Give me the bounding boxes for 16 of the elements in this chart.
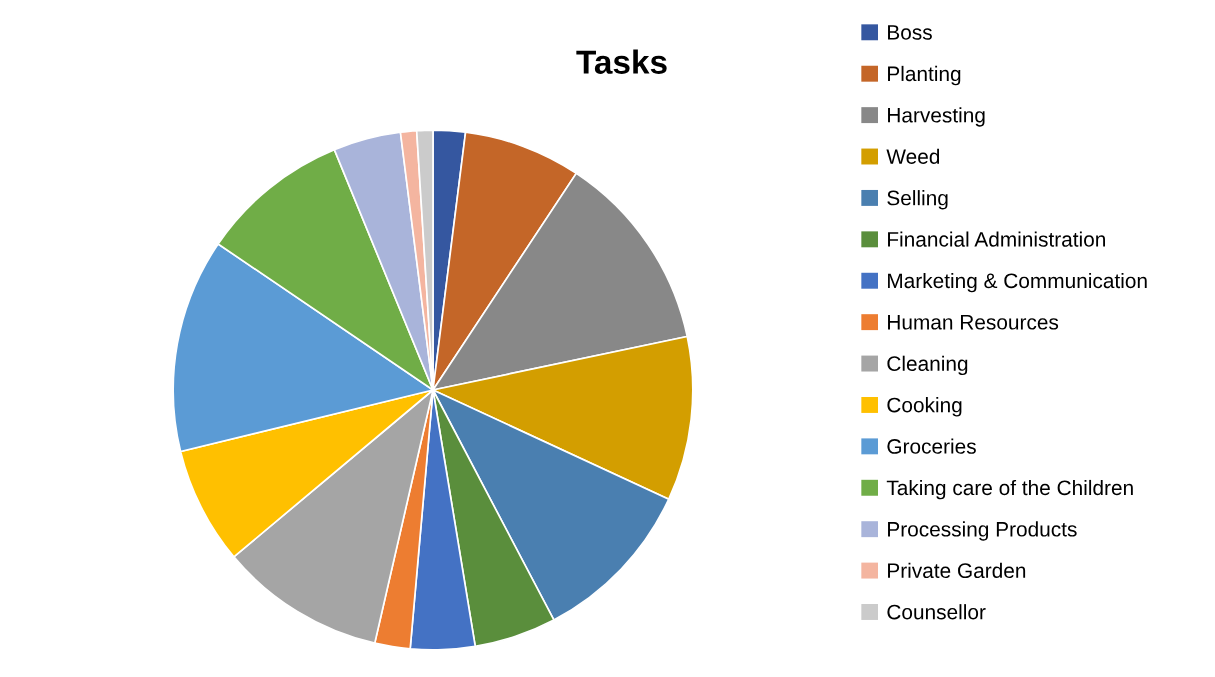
text: Tasks (576, 49, 667, 74)
legend-label: Counsellor (887, 604, 986, 620)
legend-label: Groceries (887, 438, 976, 454)
legend-label: Taking care of the Children (886, 479, 1133, 500)
legend-label: Private Garden (888, 562, 1026, 579)
legend-label: Planting (888, 65, 961, 86)
legend-label: Marketing & Communication (888, 272, 1147, 293)
legend-label: Financial Administration (888, 231, 1105, 247)
legend-label: Processing Products (888, 521, 1077, 541)
legend-label: Cleaning (887, 355, 968, 376)
legend-label: Weed (886, 148, 940, 164)
legend-label: Cooking (887, 397, 962, 417)
legend-label: Boss (888, 25, 932, 40)
legend-label: Human Resources (888, 315, 1059, 330)
legend-label: Harvesting (888, 107, 985, 127)
legend-label: Selling (887, 190, 948, 210)
